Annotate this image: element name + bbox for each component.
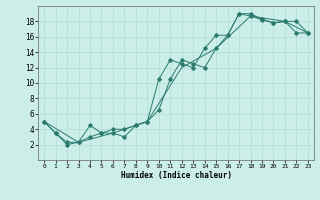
X-axis label: Humidex (Indice chaleur): Humidex (Indice chaleur)	[121, 171, 231, 180]
